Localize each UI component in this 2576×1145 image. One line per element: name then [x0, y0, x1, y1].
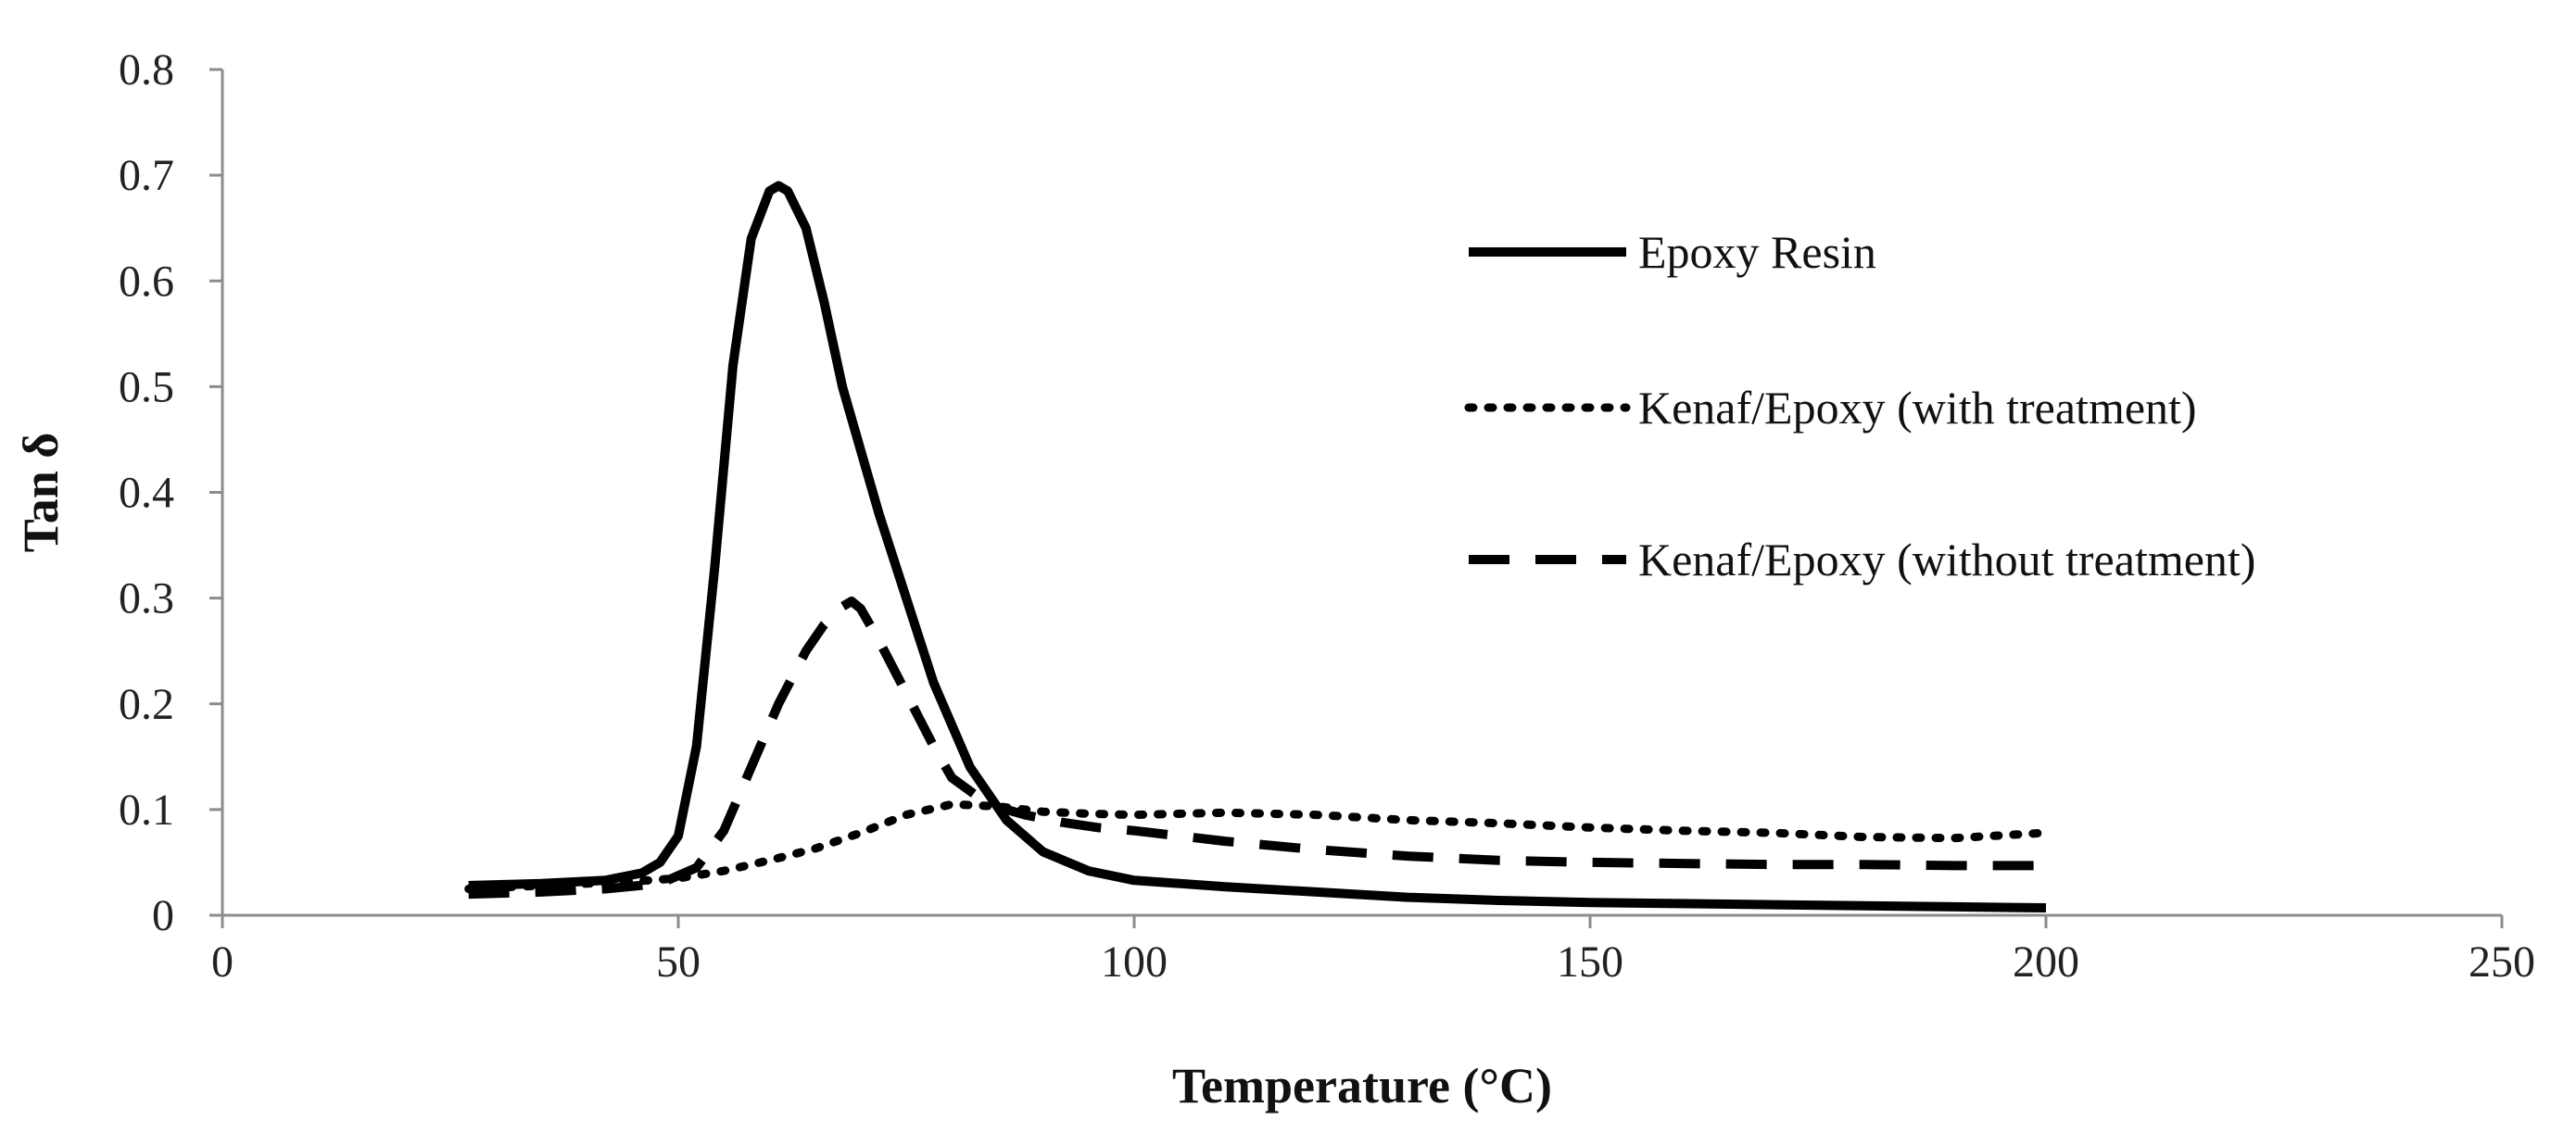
series-line-1	[464, 799, 2051, 893]
y-ticks: 0 0.1 0.2 0.3 0.4 0.5 0.6 0.7 0.8	[119, 45, 222, 940]
x-ticks: 0 50 100 150 200 250	[211, 915, 2535, 987]
y-tick-label: 0.1	[119, 786, 174, 835]
x-tick-label: 50	[656, 937, 701, 987]
y-tick-label: 0.6	[119, 257, 174, 306]
legend-label-kenaf-without-treatment: Kenaf/Epoxy (without treatment)	[1638, 534, 2255, 585]
series-layer	[464, 181, 2051, 912]
y-tick-label: 0.8	[119, 45, 174, 94]
y-tick-label: 0.7	[119, 151, 174, 200]
y-tick-label: 0.2	[119, 680, 174, 729]
axes: 0 50 100 150 200 250 0 0.1 0.2 0.3 0.4 0.5 0.6 0.7 0.…	[119, 45, 2535, 987]
series-line-0	[468, 181, 2047, 912]
legend-label-epoxy-resin: Epoxy Resin	[1638, 226, 1876, 278]
x-tick-label: 250	[2469, 937, 2535, 987]
x-tick-label: 100	[1101, 937, 1168, 987]
legend-label-kenaf-with-treatment: Kenaf/Epoxy (with treatment)	[1638, 382, 2197, 434]
x-axis-title: Temperature (°C)	[1172, 1058, 1552, 1114]
y-tick-label: 0.5	[119, 362, 174, 411]
legend: Epoxy Resin Kenaf/Epoxy (with treatment)…	[1464, 226, 2255, 585]
x-tick-label: 150	[1557, 937, 1623, 987]
y-tick-label: 0.4	[119, 469, 174, 518]
y-axis-title: Tan δ	[13, 433, 69, 553]
y-tick-label: 0.3	[119, 574, 174, 623]
series-line-2	[468, 597, 2046, 900]
x-tick-label: 0	[211, 937, 234, 987]
x-tick-label: 200	[2013, 937, 2079, 987]
y-tick-label: 0	[152, 891, 174, 940]
